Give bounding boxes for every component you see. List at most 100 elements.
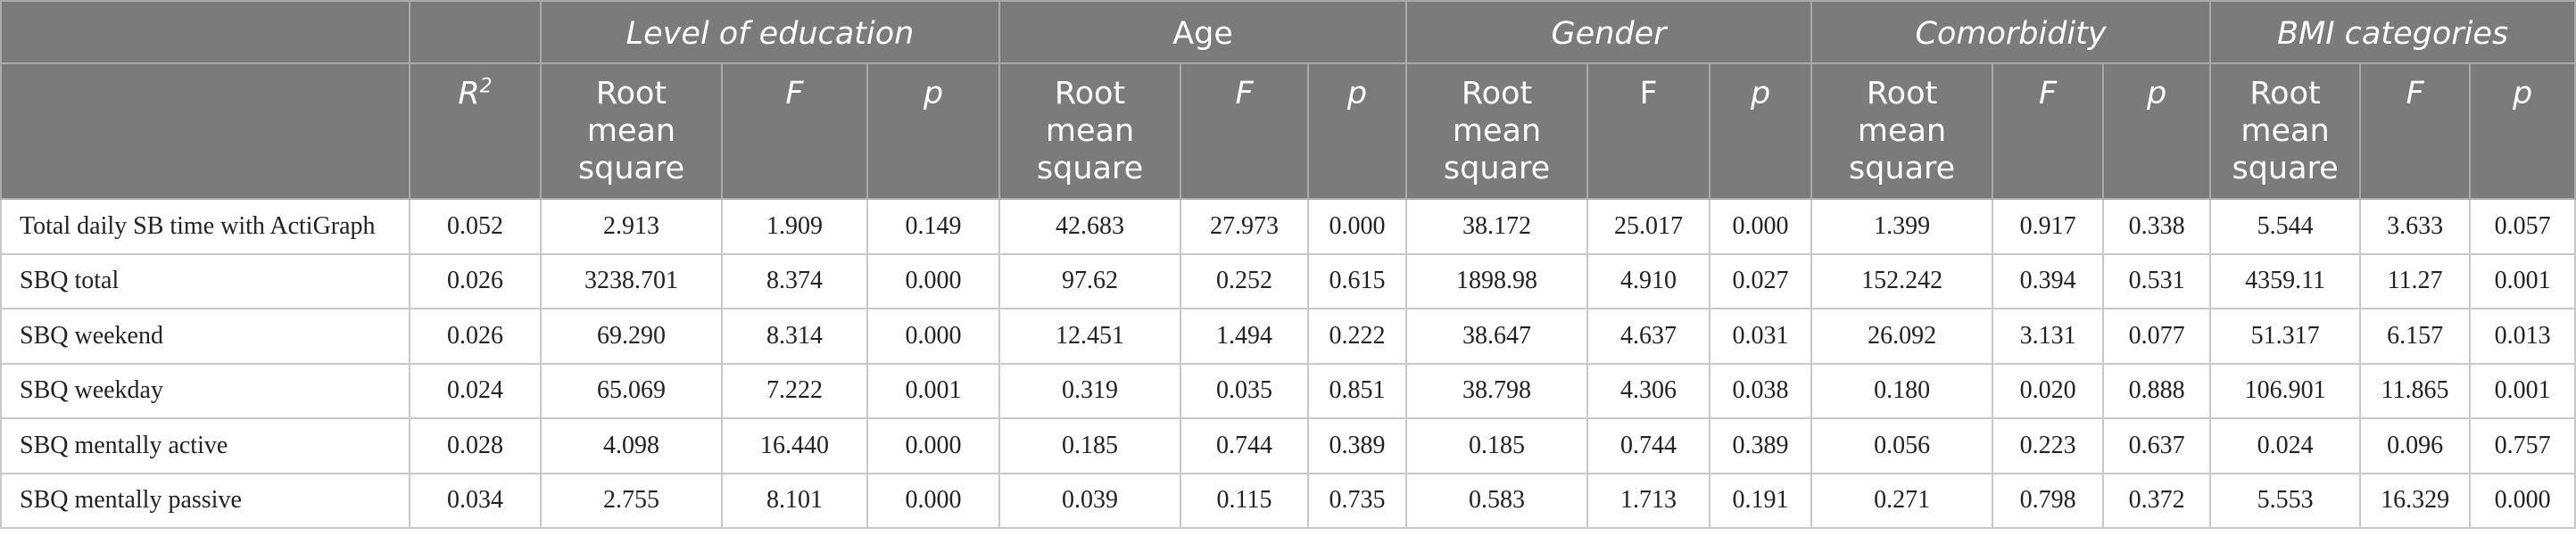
table-row: Total daily SB time with ActiGraph 0.052… — [0, 198, 2576, 255]
edu-rms-cell: 2.755 — [540, 472, 723, 529]
f-header-gender: F — [1586, 62, 1711, 200]
row-label: SBQ total — [0, 252, 410, 309]
comorbidity-f-cell: 0.020 — [1992, 362, 2105, 419]
gender-rms-cell: 38.172 — [1405, 198, 1589, 255]
p-header-gender: p — [1709, 62, 1813, 200]
row-label: Total daily SB time with ActiGraph — [0, 198, 410, 255]
edu-f-cell: 8.101 — [721, 472, 868, 529]
empty-corner-cell — [0, 0, 410, 64]
bmi-rms-cell: 0.024 — [2209, 417, 2362, 474]
comorbidity-f-cell: 0.394 — [1992, 252, 2105, 309]
rms-header-bmi: Root mean square — [2209, 62, 2362, 200]
bmi-p-cell: 0.001 — [2469, 252, 2576, 309]
comorbidity-p-cell: 0.888 — [2102, 362, 2212, 419]
edu-p-cell: 0.149 — [866, 198, 1001, 255]
comorbidity-rms-cell: 152.242 — [1810, 252, 1994, 309]
edu-f-cell: 8.314 — [721, 308, 868, 365]
gender-p-cell: 0.389 — [1709, 417, 1813, 474]
p-header-age: p — [1307, 62, 1408, 200]
rms-header-age: Root mean square — [998, 62, 1182, 200]
comorbidity-p-cell: 0.338 — [2102, 198, 2212, 255]
row-label: SBQ weekday — [0, 362, 410, 419]
results-table: Level of education Age Gender Comorbidit… — [0, 0, 2576, 529]
bmi-p-cell: 0.013 — [2469, 308, 2576, 365]
edu-p-cell: 0.000 — [866, 472, 1001, 529]
gender-p-cell: 0.027 — [1709, 252, 1813, 309]
age-f-cell: 1.494 — [1180, 308, 1310, 365]
table-row: SBQ weekday 0.024 65.069 7.222 0.001 0.3… — [0, 362, 2576, 419]
row-label: SBQ mentally active — [0, 417, 410, 474]
age-rms-cell: 97.62 — [998, 252, 1182, 309]
r-squared-cell: 0.028 — [409, 417, 542, 474]
comorbidity-f-cell: 3.131 — [1992, 308, 2105, 365]
age-p-cell: 0.389 — [1307, 417, 1408, 474]
edu-rms-cell: 65.069 — [540, 362, 723, 419]
age-p-cell: 0.735 — [1307, 472, 1408, 529]
f-header-education: F — [721, 62, 868, 200]
gender-f-cell: 0.744 — [1586, 417, 1711, 474]
r-squared-cell: 0.026 — [409, 308, 542, 365]
table-row: SBQ weekend 0.026 69.290 8.314 0.000 12.… — [0, 308, 2576, 365]
p-header-bmi: p — [2469, 62, 2576, 200]
bmi-f-cell: 6.157 — [2359, 308, 2472, 365]
comorbidity-f-cell: 0.223 — [1992, 417, 2105, 474]
comorbidity-rms-cell: 0.271 — [1810, 472, 1994, 529]
age-rms-cell: 0.039 — [998, 472, 1182, 529]
age-f-cell: 0.035 — [1180, 362, 1310, 419]
group-header-comorbidity: Comorbidity — [1810, 0, 2212, 64]
age-rms-cell: 42.683 — [998, 198, 1182, 255]
gender-rms-cell: 0.185 — [1405, 417, 1589, 474]
rms-header-education: Root mean square — [540, 62, 723, 200]
age-f-cell: 0.115 — [1180, 472, 1310, 529]
age-f-cell: 0.252 — [1180, 252, 1310, 309]
bmi-f-cell: 11.27 — [2359, 252, 2472, 309]
edu-p-cell: 0.000 — [866, 417, 1001, 474]
rms-header-comorbidity: Root mean square — [1810, 62, 1994, 200]
edu-f-cell: 8.374 — [721, 252, 868, 309]
age-p-cell: 0.000 — [1307, 198, 1408, 255]
f-header-bmi: F — [2359, 62, 2472, 200]
r-squared-header: R2 — [409, 62, 542, 200]
bmi-p-cell: 0.757 — [2469, 417, 2576, 474]
bmi-rms-cell: 106.901 — [2209, 362, 2362, 419]
gender-rms-cell: 38.647 — [1405, 308, 1589, 365]
age-f-cell: 0.744 — [1180, 417, 1310, 474]
comorbidity-f-cell: 0.917 — [1992, 198, 2105, 255]
bmi-rms-cell: 5.553 — [2209, 472, 2362, 529]
row-label: SBQ mentally passive — [0, 472, 410, 529]
sub-header-row: R2 Root mean square F p Root mean square… — [0, 62, 2576, 200]
p-header-education: p — [866, 62, 1001, 200]
empty-r2-group-cell — [409, 0, 542, 64]
age-f-cell: 27.973 — [1180, 198, 1310, 255]
bmi-f-cell: 3.633 — [2359, 198, 2472, 255]
edu-rms-cell: 4.098 — [540, 417, 723, 474]
comorbidity-rms-cell: 0.180 — [1810, 362, 1994, 419]
bmi-rms-cell: 51.317 — [2209, 308, 2362, 365]
bmi-p-cell: 0.000 — [2469, 472, 2576, 529]
gender-f-cell: 4.637 — [1586, 308, 1711, 365]
row-label: SBQ weekend — [0, 308, 410, 365]
bmi-f-cell: 11.865 — [2359, 362, 2472, 419]
age-rms-cell: 0.319 — [998, 362, 1182, 419]
gender-rms-cell: 1898.98 — [1405, 252, 1589, 309]
edu-p-cell: 0.000 — [866, 252, 1001, 309]
gender-p-cell: 0.031 — [1709, 308, 1813, 365]
gender-p-cell: 0.191 — [1709, 472, 1813, 529]
edu-f-cell: 7.222 — [721, 362, 868, 419]
age-p-cell: 0.222 — [1307, 308, 1408, 365]
comorbidity-f-cell: 0.798 — [1992, 472, 2105, 529]
f-header-age: F — [1180, 62, 1310, 200]
empty-label-header — [0, 62, 410, 200]
table-row: SBQ mentally active 0.028 4.098 16.440 0… — [0, 417, 2576, 474]
gender-p-cell: 0.038 — [1709, 362, 1813, 419]
r-squared-cell: 0.024 — [409, 362, 542, 419]
group-header-row: Level of education Age Gender Comorbidit… — [0, 0, 2576, 64]
bmi-rms-cell: 4359.11 — [2209, 252, 2362, 309]
comorbidity-rms-cell: 1.399 — [1810, 198, 1994, 255]
f-header-comorbidity: F — [1992, 62, 2105, 200]
r-squared-cell: 0.052 — [409, 198, 542, 255]
r-squared-cell: 0.034 — [409, 472, 542, 529]
gender-f-cell: 25.017 — [1586, 198, 1711, 255]
edu-p-cell: 0.001 — [866, 362, 1001, 419]
gender-f-cell: 4.910 — [1586, 252, 1711, 309]
